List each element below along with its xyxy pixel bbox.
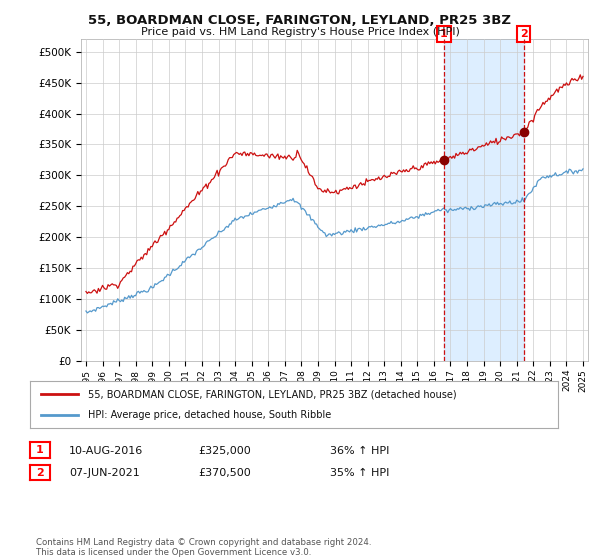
Text: £325,000: £325,000 xyxy=(198,446,251,456)
Text: 55, BOARDMAN CLOSE, FARINGTON, LEYLAND, PR25 3BZ (detached house): 55, BOARDMAN CLOSE, FARINGTON, LEYLAND, … xyxy=(88,389,457,399)
Text: 07-JUN-2021: 07-JUN-2021 xyxy=(69,468,140,478)
Text: 36% ↑ HPI: 36% ↑ HPI xyxy=(330,446,389,456)
Text: 1: 1 xyxy=(440,29,448,39)
Text: 35% ↑ HPI: 35% ↑ HPI xyxy=(330,468,389,478)
Bar xyxy=(444,39,524,361)
Text: 2: 2 xyxy=(520,29,527,39)
Text: Contains HM Land Registry data © Crown copyright and database right 2024.
This d: Contains HM Land Registry data © Crown c… xyxy=(36,538,371,557)
Text: Price paid vs. HM Land Registry's House Price Index (HPI): Price paid vs. HM Land Registry's House … xyxy=(140,27,460,38)
Text: 1: 1 xyxy=(36,445,44,455)
Text: 2: 2 xyxy=(36,468,44,478)
Text: 10-AUG-2016: 10-AUG-2016 xyxy=(69,446,143,456)
Text: 55, BOARDMAN CLOSE, FARINGTON, LEYLAND, PR25 3BZ: 55, BOARDMAN CLOSE, FARINGTON, LEYLAND, … xyxy=(89,14,511,27)
Text: £370,500: £370,500 xyxy=(198,468,251,478)
Text: HPI: Average price, detached house, South Ribble: HPI: Average price, detached house, Sout… xyxy=(88,410,331,420)
